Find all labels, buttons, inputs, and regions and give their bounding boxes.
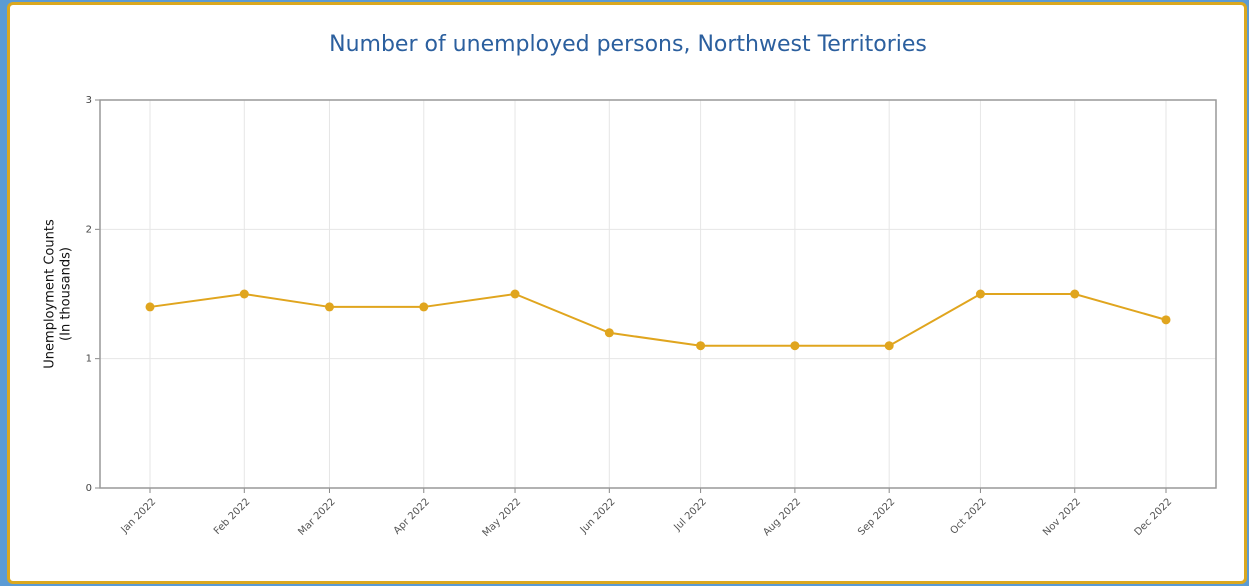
point: [510, 289, 520, 299]
point: [975, 289, 985, 299]
point: [239, 289, 249, 299]
x-tick-label: Oct 2022: [948, 496, 988, 536]
point: [790, 341, 800, 351]
point: [604, 328, 614, 338]
x-tick-label: Mar 2022: [296, 496, 337, 537]
x-tick-label: May 2022: [481, 496, 524, 539]
x-tick-label: Apr 2022: [392, 496, 432, 536]
x-tick-label: Feb 2022: [212, 496, 253, 537]
point: [1161, 315, 1171, 325]
y-tick-label: 3: [86, 95, 92, 106]
x-tick-label: Jan 2022: [119, 496, 159, 536]
y-tick-label: 1: [86, 354, 92, 365]
x-tick-label: Jul 2022: [672, 496, 709, 533]
y-tick-label: 2: [86, 224, 92, 235]
x-tick-label: Aug 2022: [761, 496, 803, 538]
point: [1070, 289, 1080, 299]
x-tick-label: Jun 2022: [578, 496, 618, 536]
plot-border: [99, 99, 1217, 489]
x-tick-label: Sep 2022: [856, 496, 897, 537]
x-tick-label: Dec 2022: [1133, 496, 1175, 538]
y-axis-label: (In thousands): [59, 247, 74, 341]
x-tick-label: Nov 2022: [1041, 496, 1083, 538]
point: [324, 302, 334, 312]
point: [884, 341, 894, 351]
chart-title: Number of unemployed persons, Northwest …: [329, 32, 927, 57]
point: [419, 302, 429, 312]
point: [145, 302, 155, 312]
y-tick-label: 0: [86, 483, 92, 494]
point: [696, 341, 706, 351]
y-axis-label: Unemployment Counts: [43, 219, 58, 369]
line: [149, 292, 1167, 347]
